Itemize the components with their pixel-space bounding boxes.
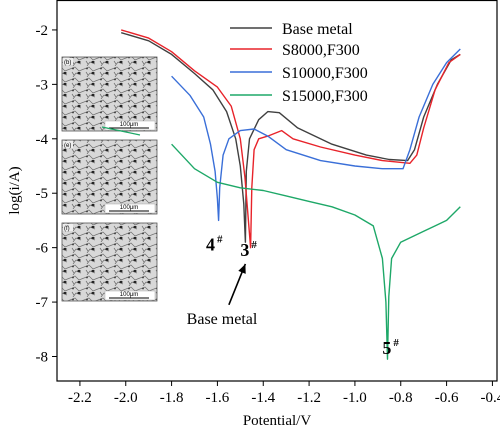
inset-label-bg-2 [63, 224, 73, 231]
x-tick-label-5: -1.2 [297, 390, 321, 406]
series-line-1 [120, 29, 461, 249]
inset-label-2: (f) [64, 226, 70, 232]
scale-bar-text-0: 100μm [120, 122, 138, 128]
x-tick-label-8: -0.6 [435, 390, 459, 406]
x-axis-title: Potential/V [243, 413, 311, 429]
y-axis-title: log(i/A) [7, 166, 23, 214]
inset-label-bg-0 [63, 58, 73, 65]
x-tick-label-0: -2.2 [68, 390, 92, 406]
plot-frame [56, 0, 498, 382]
scale-bar-text-1: 100μm [120, 205, 138, 211]
scale-bar-bg-0 [104, 120, 156, 131]
x-tick-label-3: -1.6 [206, 390, 230, 406]
y-tick-label-6: -8 [36, 350, 49, 366]
y-tick-label-1: -3 [36, 77, 49, 93]
scale-bar-bg-2 [104, 290, 156, 301]
series-line-2 [171, 48, 461, 222]
y-tick-label-5: -7 [36, 295, 49, 311]
annotation-a4-sup: # [217, 233, 223, 245]
series-line-3 [171, 143, 461, 360]
inset-micrograph-0 [61, 56, 158, 132]
annotation-a4: 4 [206, 234, 215, 254]
inset-label-1: (e) [64, 143, 71, 149]
inset-label-0: (b) [64, 60, 71, 66]
y-tick-label-2: -4 [36, 132, 49, 148]
annotation-base: Base metal [187, 311, 258, 328]
x-tick-label-1: -2.0 [114, 390, 138, 406]
annotation-a3-sup: # [251, 239, 257, 251]
x-tick-label-6: -1.0 [343, 390, 367, 406]
annotation-a5: 5 [382, 338, 391, 358]
legend-label-1: S8000,F300 [282, 42, 360, 59]
scale-bar-text-2: 100μm [120, 292, 138, 298]
legend-label-3: S15000,F300 [282, 88, 368, 105]
y-tick-label-4: -6 [36, 241, 49, 257]
legend-label-2: S10000,F300 [282, 65, 368, 82]
legend-label-0: Base metal [282, 21, 353, 38]
annotation-a3: 3 [240, 240, 249, 260]
inset-pointer-line [101, 126, 141, 136]
y-tick-label-0: -2 [36, 23, 49, 39]
x-tick-label-7: -0.8 [389, 390, 413, 406]
inset-micrograph-2 [61, 222, 158, 302]
x-tick-label-9: -0.4 [481, 390, 500, 406]
x-tick-label-2: -1.8 [160, 390, 184, 406]
inset-micrograph-1 [61, 139, 158, 215]
series-line-0 [121, 32, 461, 243]
base-metal-arrow-head [238, 263, 246, 274]
scale-bar-bg-1 [104, 203, 156, 214]
x-tick-label-4: -1.4 [251, 390, 275, 406]
annotation-a5-sup: # [393, 337, 399, 349]
inset-label-bg-1 [63, 141, 73, 148]
y-tick-label-3: -5 [36, 186, 49, 202]
